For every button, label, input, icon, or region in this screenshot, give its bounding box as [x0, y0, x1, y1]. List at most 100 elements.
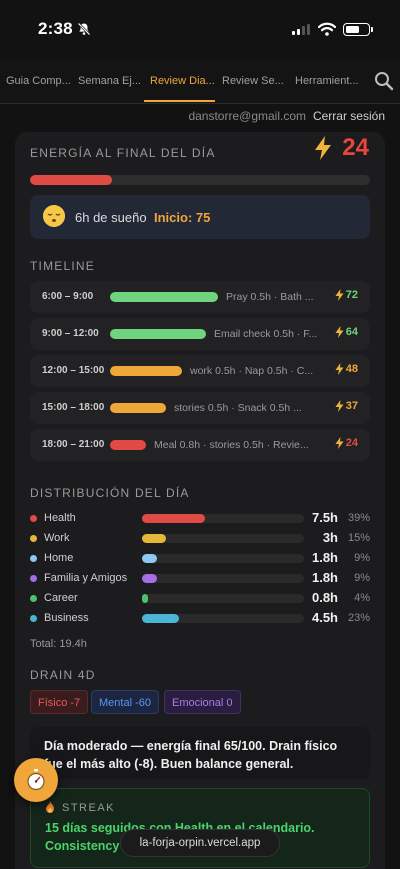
timeline-row: 6:00 – 9:00 Pray 0.5h · Bath ... 72 [30, 281, 370, 313]
drain-chip: Físico -7 [30, 690, 89, 714]
category-hours: 4.5h [311, 610, 338, 625]
total-hours: Total: 19.4h [30, 638, 87, 650]
timeline-time: 6:00 – 9:00 [42, 291, 94, 302]
category-name: Work [44, 532, 70, 544]
distribution-row: Work 3h 15% [30, 530, 370, 550]
category-hours: 1.8h [311, 570, 338, 585]
tab-bar: Guia Comp... Semana Ej... Review Dia... … [0, 60, 400, 104]
timeline-label: TIMELINE [30, 259, 95, 273]
timeline-energy-bar [110, 366, 182, 376]
category-bar [142, 594, 304, 603]
tab-semana[interactable]: Semana Ej... [78, 75, 141, 87]
timeline-energy-value: 37 [345, 400, 358, 412]
category-bar-fill [142, 514, 205, 523]
lightning-icon [335, 363, 344, 375]
timer-button[interactable] [14, 758, 58, 802]
category-percent: 23% [347, 612, 370, 624]
lightning-icon [335, 289, 344, 301]
browser-url-bar[interactable]: la-forja-orpin.vercel.app [120, 829, 280, 857]
daily-review-card: ENERGÍA AL FINAL DEL DÍA 24 6h de sueño … [15, 132, 385, 869]
tab-review-semana[interactable]: Review Se... [222, 75, 284, 87]
timeline-time: 12:00 – 15:00 [42, 365, 105, 376]
category-bar-fill [142, 594, 148, 603]
category-name: Career [44, 592, 78, 604]
category-dot [30, 615, 37, 622]
drain-chip: Emocional 0 [164, 690, 241, 714]
distribution-row: Business 4.5h 23% [30, 610, 370, 630]
timeline-activities: Email check 0.5h · F... [214, 328, 318, 340]
category-name: Familia y Amigos [44, 572, 128, 584]
tab-herramientas[interactable]: Herramient... [295, 75, 359, 87]
sleep-summary: 6h de sueño Inicio: 75 [30, 195, 370, 239]
timeline-row: 15:00 – 18:00 stories 0.5h · Snack 0.5h .… [30, 392, 370, 424]
day-summary: Día moderado — energía final 65/100. Dra… [30, 727, 370, 779]
category-bar [142, 514, 304, 523]
timeline-energy-bar [110, 403, 166, 413]
category-dot [30, 515, 37, 522]
logout-button[interactable]: Cerrar sesión [312, 109, 385, 123]
battery-icon [343, 23, 373, 36]
category-hours: 1.8h [311, 550, 338, 565]
energy-value: 24 [314, 134, 369, 162]
user-email: danstorre@gmail.com [188, 109, 306, 123]
search-icon[interactable] [374, 71, 394, 91]
category-percent: 9% [354, 572, 370, 584]
energy-bar [30, 175, 370, 185]
category-dot [30, 575, 37, 582]
category-name: Health [44, 512, 76, 524]
distribution-row: Home 1.8h 9% [30, 550, 370, 570]
status-bar: 2:38 [0, 0, 400, 60]
timeline-energy-value: 64 [345, 326, 358, 338]
tab-review-dia[interactable]: Review Dia... [150, 75, 215, 87]
timeline-energy: 37 [335, 400, 358, 412]
timeline-energy: 24 [335, 437, 358, 449]
category-percent: 15% [347, 532, 370, 544]
timeline-energy-value: 48 [345, 363, 358, 375]
status-time: 2:38 [38, 19, 73, 38]
lightning-icon [335, 400, 344, 412]
timeline-activities: stories 0.5h · Snack 0.5h ... [174, 402, 302, 414]
distribution-row: Career 0.8h 4% [30, 590, 370, 610]
drain-chip: Mental -60 [91, 690, 159, 714]
timeline-energy-bar [110, 292, 218, 302]
category-hours: 7.5h [311, 510, 338, 525]
category-percent: 39% [347, 512, 370, 524]
lightning-icon [335, 437, 344, 449]
category-bar [142, 534, 304, 543]
timeline-energy-value: 24 [345, 437, 358, 449]
lightning-icon [315, 136, 332, 160]
timeline-time: 9:00 – 12:00 [42, 328, 99, 339]
tab-guia[interactable]: Guia Comp... [6, 75, 71, 87]
timeline-energy: 64 [335, 326, 358, 338]
category-dot [30, 595, 37, 602]
category-bar-fill [142, 614, 179, 623]
stopwatch-icon [27, 769, 45, 791]
sleeping-face-icon [43, 205, 65, 227]
energy-bar-fill [30, 175, 112, 185]
timeline-energy: 48 [335, 363, 358, 375]
timeline-row: 9:00 – 12:00 Email check 0.5h · F... 64 [30, 318, 370, 350]
category-name: Home [44, 552, 74, 564]
sleep-hours: 6h de sueño [75, 210, 147, 225]
fire-icon [46, 801, 54, 813]
timeline-activities: Pray 0.5h · Bath ... [226, 291, 314, 303]
category-bar [142, 614, 304, 623]
category-bar-fill [142, 574, 157, 583]
category-hours: 0.8h [311, 590, 338, 605]
start-energy: Inicio: 75 [154, 210, 211, 225]
streak-label: STREAK [62, 801, 116, 814]
category-bar-fill [142, 554, 157, 563]
timeline-energy: 72 [335, 289, 358, 301]
timeline-activities: work 0.5h · Nap 0.5h · C... [190, 365, 314, 377]
category-bar [142, 574, 304, 583]
category-bar-fill [142, 534, 166, 543]
bell-slash-icon [77, 22, 91, 36]
drain-label: DRAIN 4D [30, 668, 96, 682]
category-name: Business [44, 612, 89, 624]
active-tab-indicator [144, 100, 215, 102]
distribution-row: Health 7.5h 39% [30, 510, 370, 530]
signal-icon [292, 24, 310, 35]
user-bar: danstorre@gmail.com Cerrar sesión [0, 105, 400, 129]
timeline-energy-value: 72 [345, 289, 358, 301]
category-dot [30, 535, 37, 542]
